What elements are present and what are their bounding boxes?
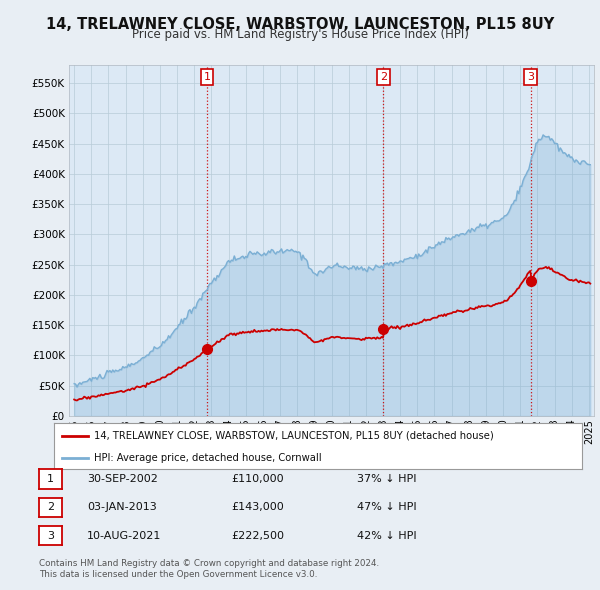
Text: £143,000: £143,000 (231, 503, 284, 512)
Text: 2: 2 (47, 503, 54, 512)
Text: 1: 1 (203, 72, 211, 82)
Text: 30-SEP-2002: 30-SEP-2002 (87, 474, 158, 484)
Text: £110,000: £110,000 (231, 474, 284, 484)
Text: 42% ↓ HPI: 42% ↓ HPI (357, 531, 416, 540)
Text: £222,500: £222,500 (231, 531, 284, 540)
Text: 3: 3 (527, 72, 534, 82)
Text: Contains HM Land Registry data © Crown copyright and database right 2024.: Contains HM Land Registry data © Crown c… (39, 559, 379, 568)
Text: 10-AUG-2021: 10-AUG-2021 (87, 531, 161, 540)
Text: Price paid vs. HM Land Registry's House Price Index (HPI): Price paid vs. HM Land Registry's House … (131, 28, 469, 41)
Text: 03-JAN-2013: 03-JAN-2013 (87, 503, 157, 512)
Text: 3: 3 (47, 531, 54, 540)
Text: 2: 2 (380, 72, 387, 82)
Text: 1: 1 (47, 474, 54, 484)
Text: 47% ↓ HPI: 47% ↓ HPI (357, 503, 416, 512)
Text: This data is licensed under the Open Government Licence v3.0.: This data is licensed under the Open Gov… (39, 571, 317, 579)
Text: 14, TRELAWNEY CLOSE, WARBSTOW, LAUNCESTON, PL15 8UY (detached house): 14, TRELAWNEY CLOSE, WARBSTOW, LAUNCESTO… (94, 431, 493, 441)
Text: 14, TRELAWNEY CLOSE, WARBSTOW, LAUNCESTON, PL15 8UY: 14, TRELAWNEY CLOSE, WARBSTOW, LAUNCESTO… (46, 17, 554, 31)
Text: 37% ↓ HPI: 37% ↓ HPI (357, 474, 416, 484)
Text: HPI: Average price, detached house, Cornwall: HPI: Average price, detached house, Corn… (94, 453, 321, 463)
